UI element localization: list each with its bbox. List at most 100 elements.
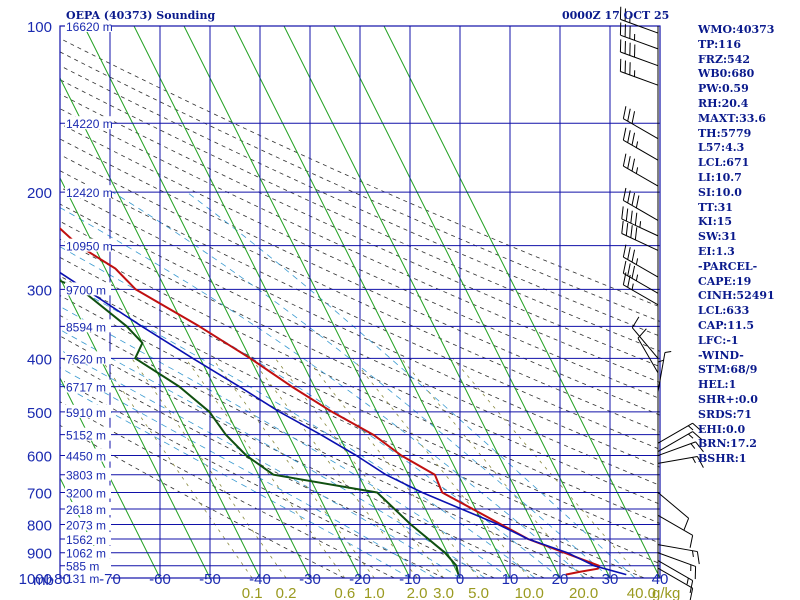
wind-barb [657,455,704,468]
height-label: 2618 m [66,503,106,517]
isotherm [0,26,10,578]
moist-adiabat [186,191,636,578]
pressure-tick-label: 800 [27,518,52,535]
index-item: TP:116 [698,37,742,51]
index-item: TH:5779 [698,126,752,140]
height-label-bg [65,282,111,296]
wind-barb [657,359,665,403]
mixing-ratio-label: 2.0 [407,585,428,600]
height-label: 5910 m [66,406,106,420]
wind-barb [619,6,659,34]
wind-barb [657,552,697,580]
temperature-tick-label: -40 [249,571,271,588]
height-label: 16620 m [66,20,113,34]
mixing-ratio-line [400,358,584,578]
temperature-tick-label: -10 [399,571,421,588]
pressure-tick-label: 500 [27,405,52,422]
wind-barb [622,244,659,278]
mixing-ratio-line [250,358,418,578]
dry-adiabat [60,79,660,352]
index-item: CAP:11.5 [698,318,755,332]
height-label: 12420 m [66,186,113,200]
mixing-ratio-label: 20.0 [569,585,598,600]
mixing-ratio-label: 1.0 [364,585,385,600]
pressure-tick-label: 600 [27,449,52,466]
dry-adiabat [60,123,660,400]
index-item: RH:20.4 [698,96,749,110]
index-item: SW:31 [698,230,737,244]
height-label: 8594 m [66,320,106,334]
wind-barb [622,127,659,161]
height-label: 131 m [66,572,99,586]
background-lines [0,26,660,578]
height-label-bg [65,351,111,365]
index-item: KI:15 [698,215,733,229]
moist-adiabat [112,191,611,578]
index-item: LFC:-1 [698,333,739,347]
wind-barb [622,272,659,306]
mixing-ratio-label: 40.0 [627,585,656,600]
dry-adiabat [60,108,660,383]
dry-adiabat [60,401,395,578]
temperature-tick-label: -50 [199,571,221,588]
index-item: PW:0.59 [698,82,749,96]
height-label-bg [65,427,111,441]
wind-barb [637,328,659,374]
wind-barb [657,567,694,600]
index-item: SRDS:71 [698,407,752,421]
index-item: BRN:17.2 [698,437,757,451]
wind-barb [621,220,659,251]
mixing-ratio-label: 0.2 [276,585,297,600]
isotherm [83,26,361,578]
dry-adiabat [60,203,660,486]
mixing-ratio-label: 5.0 [468,585,489,600]
height-label-bg [65,19,111,32]
wind-barb [657,441,704,457]
wind-barb [621,206,659,237]
isotherm [60,176,261,578]
wind-barb [657,431,703,452]
wind-barb [622,260,659,294]
isotherm [233,26,511,578]
isotherm [60,376,161,578]
dry-adiabat [60,65,660,337]
dry-adiabat [60,93,660,368]
index-item: EHI:0.0 [698,422,746,436]
height-label-bg [65,517,111,531]
isotherm [60,476,111,578]
isotherm [183,26,461,578]
moist-adiabat [60,367,436,578]
index-item: FRZ:542 [698,52,751,66]
height-label: 4450 m [66,450,106,464]
mixing-ratio-label: 0.6 [334,585,355,600]
mixing-ratio-label: 0.1 [242,585,263,600]
dry-adiabat [60,220,660,505]
wind-barb [631,316,659,359]
isotherm [333,26,611,578]
dry-adiabat [60,37,660,308]
wind-barb [622,106,659,140]
index-item: LI:10.7 [698,170,742,184]
mixing-ratio-label: 3.0 [433,585,454,600]
moist-adiabat [60,383,411,578]
height-label: 3803 m [66,469,106,483]
dry-adiabat [60,138,660,416]
mixing-ratio-label: 10.0 [515,585,544,600]
index-item: -WIND- [698,348,744,362]
index-item: CAPE:19 [698,274,752,288]
dry-adiabat [60,186,660,468]
height-label: 10950 m [66,240,113,254]
height-label: 14220 m [66,117,113,131]
wind-barb [619,58,659,86]
index-item: LCL:671 [698,156,750,170]
wind-barb [657,422,703,444]
wind-barb [657,492,690,531]
temperature-tick-label: -80 [49,571,71,588]
wind-barb [657,514,694,548]
height-label-bg [65,558,111,572]
height-label-bg [65,238,111,252]
height-label-bg [65,185,111,199]
height-label-bg [65,319,111,333]
moist-adiabat [60,207,586,578]
